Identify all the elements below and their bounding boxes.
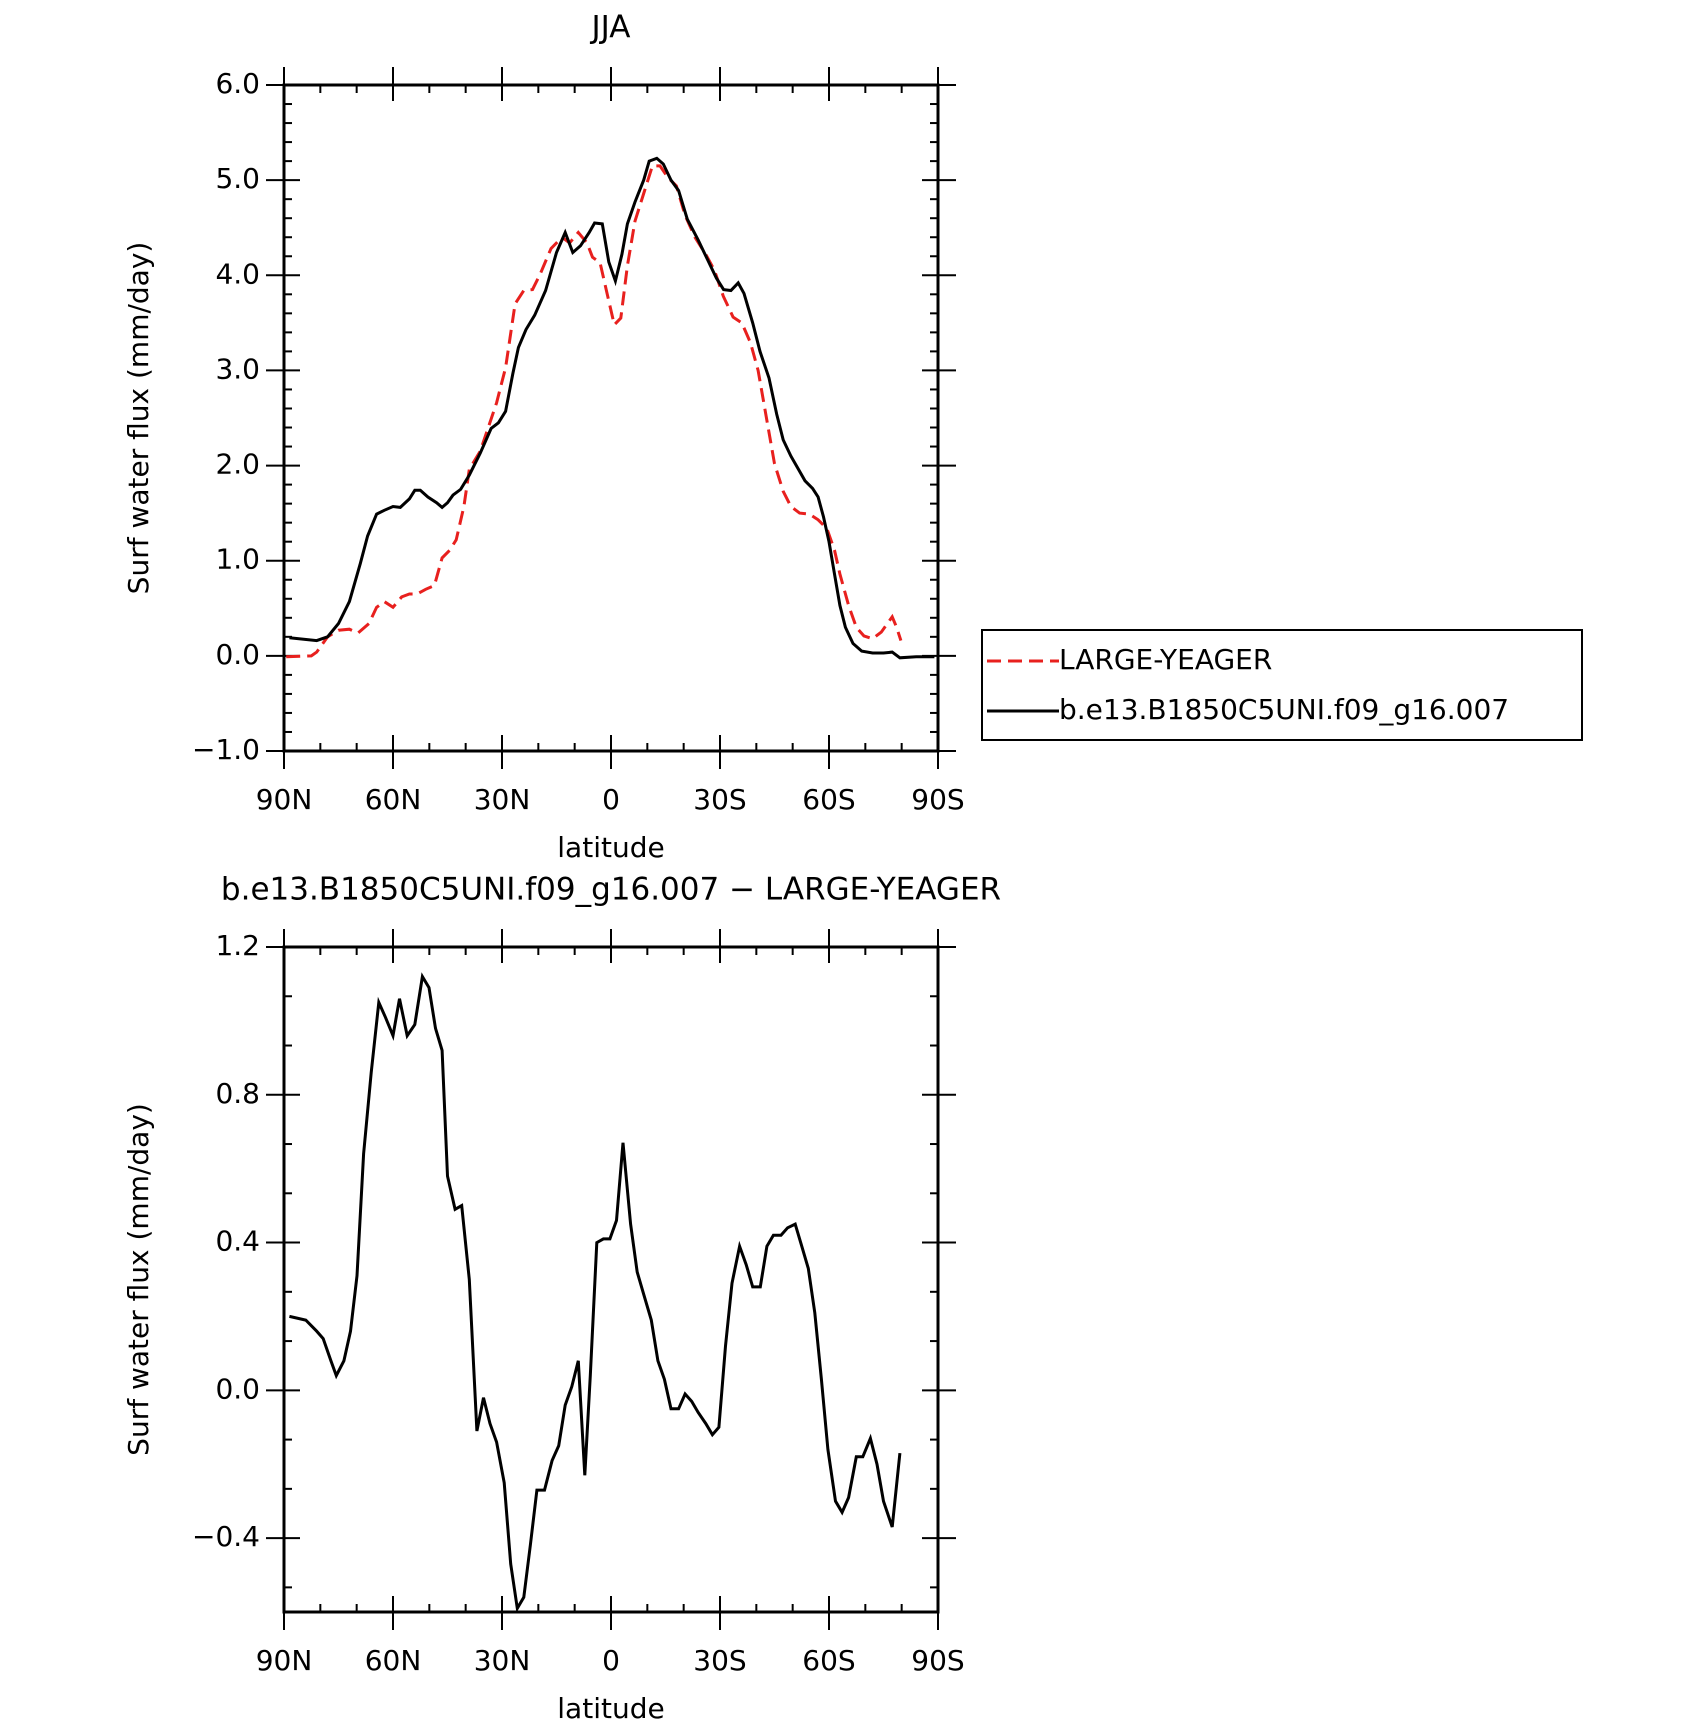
y-tick-label: 5.0 xyxy=(215,162,260,195)
x-tick-label: 60N xyxy=(365,1644,422,1677)
x-tick-label: 60N xyxy=(365,783,422,816)
y-tick-label: −1.0 xyxy=(192,733,260,766)
y-axis-label: Surf water flux (mm/day) xyxy=(122,1103,155,1456)
x-tick-label: 0 xyxy=(602,1644,620,1677)
plot-frame xyxy=(282,945,940,1614)
y-tick-label: 0.8 xyxy=(215,1077,260,1110)
x-axis-label: latitude xyxy=(557,1692,664,1724)
plot: JJA latitude Surf water flux (mm/day) −1.0 0… xyxy=(122,10,1583,864)
series-line xyxy=(289,156,935,660)
x-tick-label: 60S xyxy=(802,1644,855,1677)
y-tick-label: 4.0 xyxy=(215,257,260,290)
y-tick-label: 1.2 xyxy=(215,929,260,962)
y-tick-label: 0.0 xyxy=(215,1372,260,1405)
y-axis-label: Surf water flux (mm/day) xyxy=(122,242,155,595)
y-tick-label: 0.4 xyxy=(215,1225,260,1258)
plot-title: JJA xyxy=(590,10,631,46)
plot: b.e13.B1850C5UNI.f09_g16.007 − LARGE-YEA… xyxy=(122,872,1001,1724)
x-tick-label: 30S xyxy=(693,1644,746,1677)
y-tick-label: 0.0 xyxy=(215,638,260,671)
x-tick-label: 30S xyxy=(693,783,746,816)
x-tick-label: 90N xyxy=(256,783,313,816)
x-tick-label: 90S xyxy=(911,1644,964,1677)
plot-title: b.e13.B1850C5UNI.f09_g16.007 − LARGE-YEA… xyxy=(221,872,1001,908)
x-tick-label: 90N xyxy=(256,1644,313,1677)
y-tick-label: −0.4 xyxy=(192,1520,260,1553)
x-tick-label: 30N xyxy=(474,783,531,816)
series-line xyxy=(289,972,902,1613)
legend-box xyxy=(981,629,1583,741)
x-axis-label: latitude xyxy=(557,831,664,864)
series-line xyxy=(286,164,903,659)
legend-label: LARGE-YEAGER xyxy=(1059,643,1272,676)
legend-label: b.e13.B1850C5UNI.f09_g16.007 xyxy=(1059,693,1509,726)
x-tick-label: 30N xyxy=(474,1644,531,1677)
plot-frame xyxy=(282,83,940,753)
y-tick-label: 1.0 xyxy=(215,543,260,576)
x-tick-label: 60S xyxy=(802,783,855,816)
y-tick-label: 3.0 xyxy=(215,352,260,385)
y-tick-label: 6.0 xyxy=(215,67,260,100)
y-tick-label: 2.0 xyxy=(215,448,260,481)
x-tick-label: 0 xyxy=(602,783,620,816)
x-tick-label: 90S xyxy=(911,783,964,816)
